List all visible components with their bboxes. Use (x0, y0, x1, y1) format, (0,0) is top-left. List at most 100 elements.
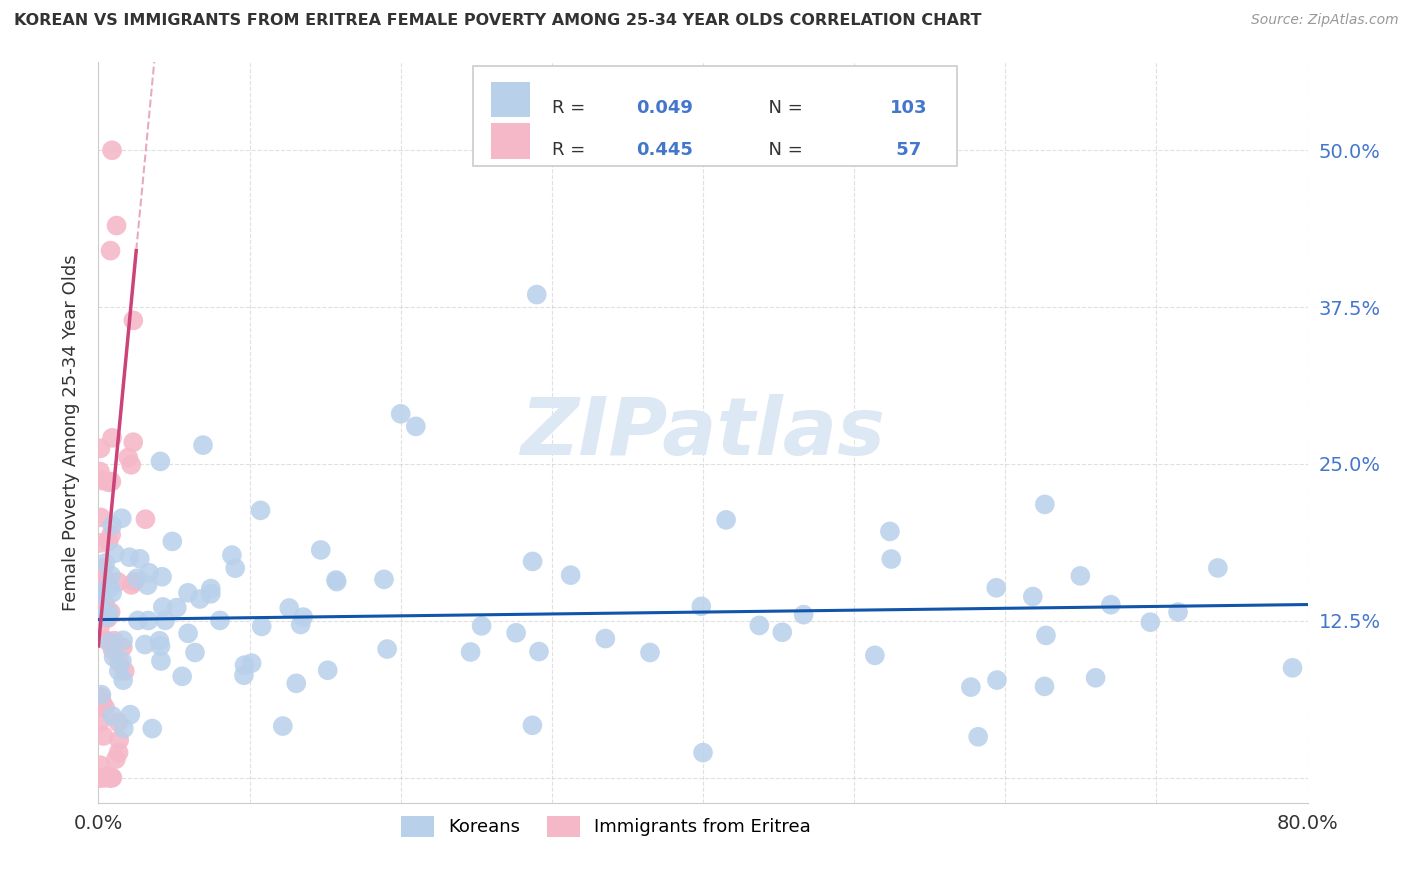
Point (208, 614, 231, 628)
Y-axis label: Female Poverty Among 25-34 Year Olds: Female Poverty Among 25-34 Year Olds (62, 254, 80, 611)
Point (128, 551, 150, 566)
Point (122, 313, 145, 327)
Point (138, 614, 160, 628)
Point (101, 518, 124, 533)
Point (460, 645, 482, 659)
Point (96, 633, 118, 648)
Point (94, 771, 117, 785)
Point (224, 561, 246, 575)
Point (117, 450, 139, 465)
Point (107, 746, 129, 760)
Point (191, 438, 214, 452)
Point (141, 722, 163, 736)
Point (526, 287, 548, 301)
Point (560, 568, 582, 582)
Text: 103: 103 (890, 99, 928, 118)
Point (1281, 661, 1303, 675)
Point (90, 688, 112, 702)
Point (98, 771, 121, 785)
Point (505, 625, 527, 640)
Point (166, 600, 188, 615)
Point (1033, 497, 1056, 511)
Point (149, 639, 172, 653)
Point (90, 510, 112, 524)
Point (986, 673, 1008, 687)
Point (375, 642, 398, 657)
Point (155, 613, 177, 627)
Point (960, 680, 983, 694)
Point (89, 771, 111, 785)
Point (89, 771, 111, 785)
Point (103, 633, 125, 648)
Point (148, 633, 170, 648)
Point (94, 597, 117, 611)
Point (232, 668, 254, 682)
Point (101, 709, 124, 723)
Point (200, 587, 222, 601)
Point (100, 605, 122, 619)
Point (89, 714, 111, 729)
Point (107, 664, 129, 678)
Point (152, 599, 174, 614)
Text: N =: N = (758, 99, 808, 118)
Point (138, 566, 160, 580)
Point (325, 574, 347, 589)
Point (108, 733, 131, 747)
Point (793, 607, 815, 622)
Point (108, 656, 131, 670)
Point (90, 690, 112, 704)
Point (105, 219, 128, 233)
Point (103, 650, 125, 665)
Point (879, 524, 901, 539)
Point (118, 550, 141, 565)
Point (127, 614, 149, 628)
Point (90, 584, 112, 599)
Text: 0.049: 0.049 (637, 99, 693, 118)
Point (98, 581, 121, 595)
Point (1035, 628, 1057, 642)
Point (101, 771, 124, 785)
Point (96, 769, 118, 783)
Point (150, 570, 173, 584)
Point (405, 419, 427, 434)
Text: R =: R = (551, 141, 591, 159)
Point (94, 700, 117, 714)
Point (98, 771, 121, 785)
Point (1084, 671, 1107, 685)
FancyBboxPatch shape (492, 123, 530, 159)
Point (692, 746, 714, 760)
Point (112, 633, 135, 648)
Point (97, 611, 120, 625)
Point (290, 617, 312, 632)
Point (373, 572, 395, 586)
Point (233, 658, 256, 673)
Point (188, 592, 211, 607)
Point (101, 431, 124, 445)
Point (91, 771, 114, 785)
Point (112, 673, 135, 688)
Point (1069, 569, 1091, 583)
Point (89, 465, 111, 479)
Text: KOREAN VS IMMIGRANTS FROM ERITREA FEMALE POVERTY AMONG 25-34 YEAR OLDS CORRELATI: KOREAN VS IMMIGRANTS FROM ERITREA FEMALE… (14, 13, 981, 29)
Point (100, 475, 122, 489)
Point (595, 632, 617, 646)
Point (90, 536, 112, 550)
Point (89, 607, 111, 622)
Point (221, 548, 243, 562)
Point (1033, 679, 1056, 693)
Point (96, 609, 118, 624)
Text: 57: 57 (890, 141, 922, 159)
Point (863, 648, 886, 663)
Point (1167, 605, 1189, 619)
Point (325, 573, 347, 587)
Point (1022, 590, 1045, 604)
Point (177, 626, 200, 640)
Point (748, 618, 770, 632)
Point (149, 654, 172, 668)
Point (292, 610, 315, 624)
Text: 0.445: 0.445 (637, 141, 693, 159)
Text: N =: N = (758, 141, 808, 159)
Point (134, 512, 156, 526)
Point (527, 644, 550, 658)
Point (1139, 615, 1161, 629)
